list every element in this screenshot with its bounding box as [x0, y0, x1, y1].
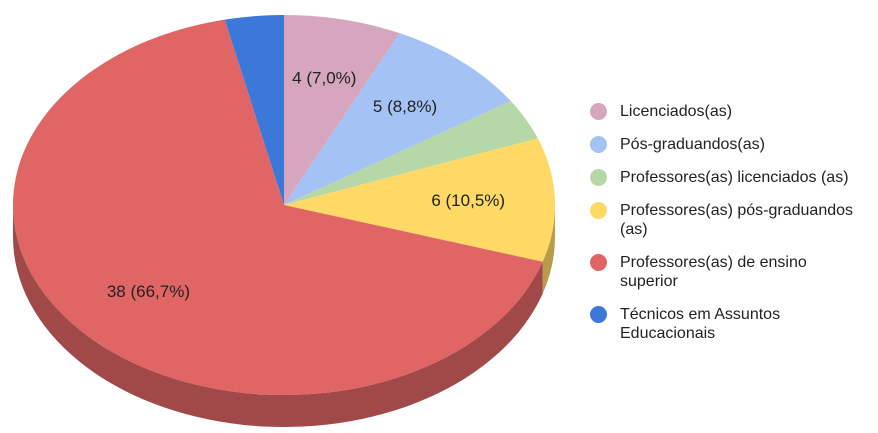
legend-label: Professores(as) de ensino superior	[620, 254, 807, 290]
legend-label: Professores(as) licenciados (as)	[620, 169, 849, 186]
legend-item: Professores(as) de ensino superior	[590, 253, 865, 291]
data-label: 4 (7,0%)	[292, 68, 356, 87]
legend-swatch	[590, 103, 607, 120]
slice-side	[542, 205, 555, 294]
slice	[284, 33, 511, 206]
legend-item: Pós-graduandos(as)	[590, 135, 865, 154]
legend: Licenciados(as) Pós-graduandos(as) Profess…	[590, 102, 865, 357]
legend-item: Técnicos em Assuntos Educacionais	[590, 305, 865, 343]
legend-swatch	[590, 254, 607, 271]
slice	[12, 19, 543, 395]
legend-label: Licenciados(as)	[620, 103, 733, 120]
slice	[284, 138, 555, 262]
legend-swatch	[590, 306, 607, 323]
data-label: 38 (66,7%)	[107, 282, 190, 301]
slice	[224, 15, 284, 205]
legend-label: Técnicos em Assuntos Educacionais	[620, 306, 781, 342]
legend-swatch	[590, 202, 607, 219]
slice-side	[13, 205, 543, 427]
slice	[284, 15, 400, 205]
legend-label: Pós-graduandos(as)	[620, 136, 765, 153]
legend-swatch	[590, 136, 607, 153]
slice	[284, 101, 538, 205]
data-label: 5 (8,8%)	[373, 97, 437, 116]
legend-item: Licenciados(as)	[590, 102, 865, 121]
legend-item: Professores(as) pós-graduandos (as)	[590, 201, 865, 239]
data-label: 6 (10,5%)	[431, 191, 505, 210]
legend-swatch	[590, 169, 607, 186]
legend-item: Professores(as) licenciados (as)	[590, 168, 865, 187]
legend-label: Professores(as) pós-graduandos (as)	[620, 202, 854, 238]
